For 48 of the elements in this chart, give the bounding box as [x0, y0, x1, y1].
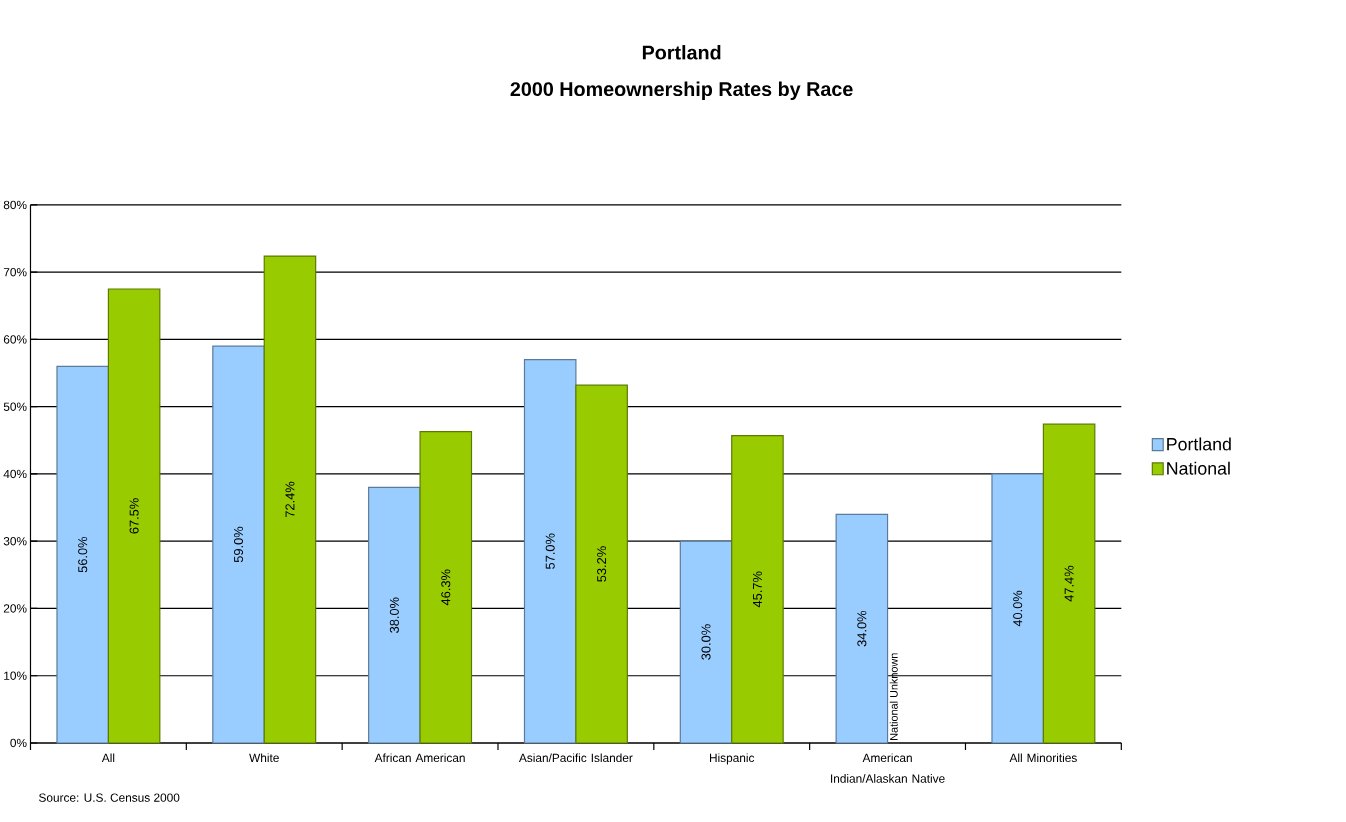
bar: [575, 384, 628, 744]
data-label: 53.2%: [597, 546, 607, 582]
bar: [679, 540, 733, 744]
y-tick-label: 40%: [3, 469, 27, 478]
y-tick-label: 10%: [4, 671, 27, 680]
data-label: 56.0%: [78, 536, 88, 573]
data-label: 59.0%: [233, 526, 244, 563]
legend-label: National: [1167, 461, 1230, 475]
y-tick-label: 30%: [3, 536, 27, 546]
bar: [263, 255, 317, 744]
bar: [523, 358, 577, 744]
x-tick-label: All: [101, 753, 115, 762]
bar: [731, 434, 784, 744]
y-tick-label: 0%: [10, 738, 27, 747]
legend-label: Portland: [1167, 437, 1231, 451]
y-tick-label: 50%: [3, 402, 27, 411]
bar: [1042, 423, 1096, 744]
data-label: 38.0%: [389, 597, 399, 633]
bar: [107, 288, 161, 744]
data-label: 47.4%: [1064, 565, 1074, 602]
y-tick-label: 60%: [3, 335, 27, 344]
data-label: 45.7%: [752, 571, 762, 608]
data-label: 34.0%: [857, 610, 867, 647]
bar: [368, 486, 421, 744]
chart-subtitle: 2000 Homeownership Rates by Race: [510, 81, 853, 100]
data-label: 40.0%: [1013, 590, 1023, 627]
bar: [212, 345, 265, 744]
x-tick-label: All Minorities: [1009, 753, 1077, 762]
bar: [991, 473, 1044, 744]
y-tick-label: 20%: [3, 604, 27, 613]
data-label: 30.0%: [701, 624, 711, 660]
data-label: 57.0%: [545, 533, 555, 569]
x-tick-label: White: [249, 753, 279, 762]
y-tick-label: 80%: [3, 200, 27, 209]
bar: [419, 430, 473, 744]
source-note: Source: U.S. Census 2000: [39, 793, 180, 802]
bar: [56, 365, 109, 744]
x-tick-label: Asian/Pacific Islander: [518, 753, 633, 762]
data-label: 67.5%: [129, 498, 139, 534]
chart-title: Portland: [642, 44, 721, 60]
data-label: 46.3%: [441, 569, 451, 606]
x-tick-label: American Indian/Alaskan Native: [831, 753, 945, 783]
annotation: National Unknown: [889, 653, 898, 740]
data-label: 72.4%: [285, 481, 295, 517]
y-tick-label: 70%: [3, 267, 27, 277]
x-tick-label: Hispanic: [709, 753, 755, 765]
bar: [835, 513, 889, 744]
x-tick-label: African American: [374, 753, 465, 762]
